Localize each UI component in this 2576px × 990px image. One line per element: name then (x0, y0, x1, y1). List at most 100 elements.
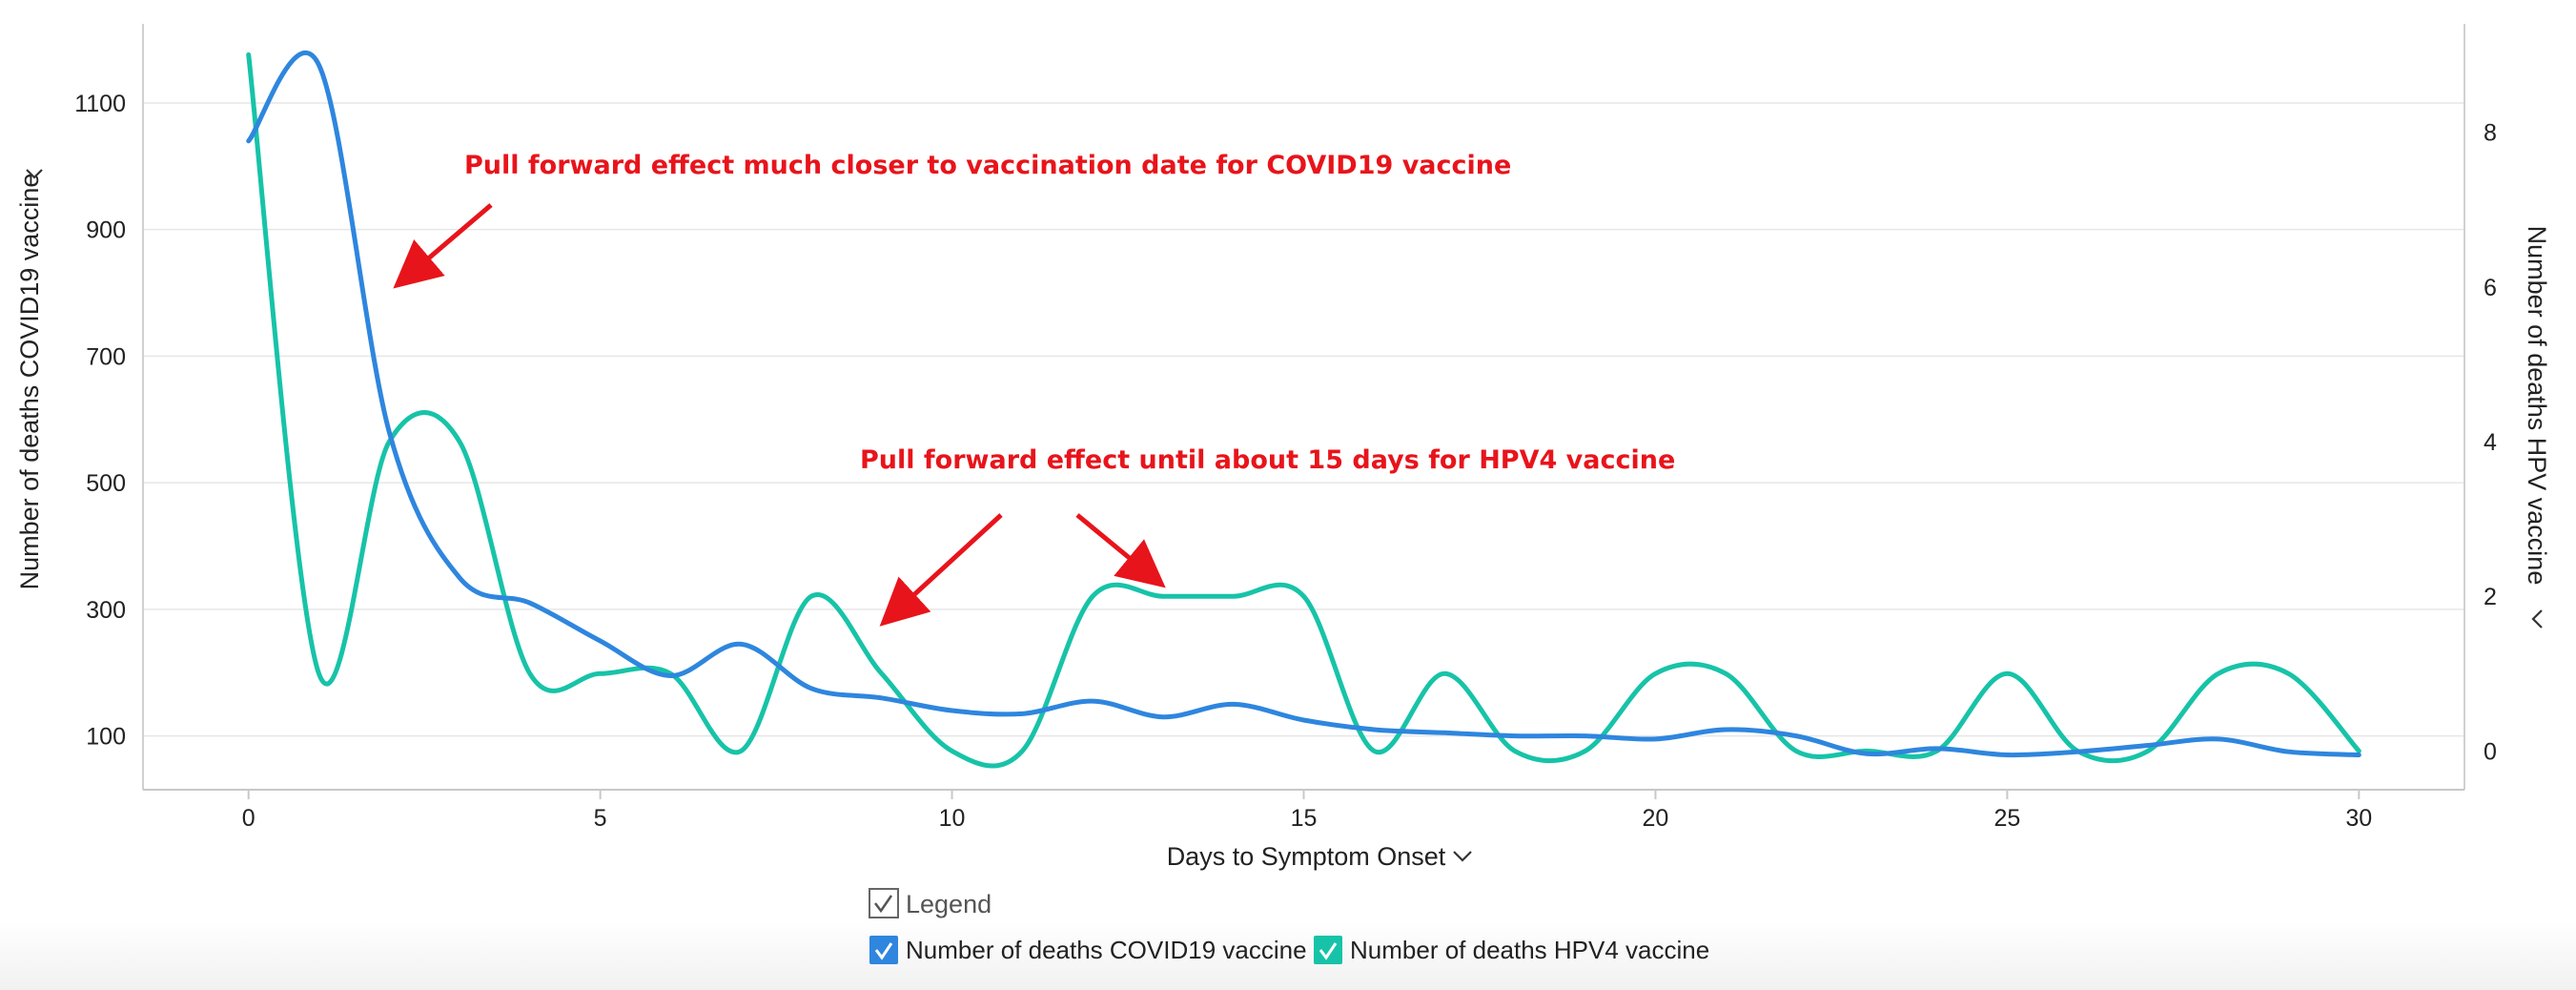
y-right-tick-label: 2 (2484, 584, 2497, 610)
point-covid19[interactable] (1016, 708, 1028, 719)
point-hpv4[interactable] (1157, 590, 1169, 602)
y-left-axis-title: Number of deaths COVID19 vaccine (15, 174, 44, 590)
point-covid19[interactable] (1861, 748, 1872, 759)
point-covid19[interactable] (2142, 740, 2154, 752)
point-hpv4[interactable] (1016, 745, 1028, 756)
y-left-tick-label: 1100 (74, 91, 126, 117)
y-left-tick-label: 900 (86, 217, 126, 244)
point-hpv4[interactable] (454, 436, 465, 447)
point-hpv4[interactable] (595, 668, 606, 679)
point-hpv4[interactable] (1087, 590, 1098, 602)
series-line-covid19[interactable] (246, 51, 2361, 758)
annotation-arrow-hpv-2 (1075, 513, 1166, 588)
annotation-hpv: Pull forward effect until about 15 days … (860, 445, 1675, 475)
point-hpv4[interactable] (2001, 668, 2013, 679)
point-hpv4[interactable] (243, 49, 255, 60)
point-hpv4[interactable] (806, 590, 817, 602)
point-hpv4[interactable] (2213, 668, 2224, 679)
x-tick-label: 0 (242, 805, 256, 832)
legend-covid19-check-icon (874, 942, 893, 960)
point-covid19[interactable] (1932, 743, 1943, 754)
legend: Legend Number of deaths COVID19 vaccine … (869, 888, 1709, 964)
point-hpv4[interactable] (524, 668, 536, 679)
point-hpv4[interactable] (313, 668, 324, 679)
point-hpv4[interactable] (1790, 745, 1802, 756)
point-hpv4[interactable] (2283, 668, 2295, 679)
point-covid19[interactable] (735, 638, 746, 650)
point-hpv4[interactable] (1228, 590, 1239, 602)
point-hpv4[interactable] (1509, 745, 1521, 756)
point-covid19[interactable] (1580, 731, 1591, 742)
legend-checkbox-hpv4[interactable] (1314, 936, 1342, 964)
point-covid19[interactable] (2001, 750, 2013, 761)
x-tick-label: 10 (939, 805, 966, 832)
point-covid19[interactable] (1790, 731, 1802, 742)
point-covid19[interactable] (1298, 714, 1310, 726)
annotation-covid: Pull forward effect much closer to vacci… (464, 151, 1511, 180)
point-covid19[interactable] (876, 692, 888, 704)
axes-layer: 100 300 500 700 900 1100 0 2 4 6 8 0 5 10 15 20 25 30 (74, 24, 2497, 832)
point-covid19[interactable] (2072, 746, 2083, 757)
y-right-tick-label: 4 (2484, 429, 2497, 456)
y-left-tick-label: 700 (86, 343, 126, 370)
point-covid19[interactable] (313, 59, 324, 71)
point-covid19[interactable] (454, 572, 465, 584)
point-covid19[interactable] (1439, 727, 1450, 738)
point-hpv4[interactable] (947, 745, 958, 756)
point-covid19[interactable] (1509, 731, 1521, 742)
point-hpv4[interactable] (1368, 745, 1380, 756)
y-left-tick-label: 500 (86, 470, 126, 497)
point-hpv4[interactable] (1649, 668, 1661, 679)
point-hpv4[interactable] (1720, 668, 1731, 679)
y-right-axis-chevron-icon[interactable] (2531, 609, 2543, 629)
point-covid19[interactable] (1228, 698, 1239, 710)
point-covid19[interactable] (2353, 750, 2364, 761)
point-covid19[interactable] (1649, 733, 1661, 745)
annotation-arrow-hpv-1 (879, 513, 1003, 627)
point-hpv4[interactable] (735, 745, 746, 756)
point-hpv4[interactable] (876, 668, 888, 679)
x-tick-label: 20 (1643, 805, 1669, 832)
x-tick-label: 15 (1291, 805, 1318, 832)
y-right-tick-label: 6 (2484, 275, 2497, 301)
y-left-axis-chevron-icon[interactable] (26, 169, 43, 179)
x-tick-label: 30 (2345, 805, 2372, 832)
series-layer (243, 49, 2364, 769)
point-hpv4[interactable] (1439, 668, 1450, 679)
x-axis-chevron-down-icon[interactable] (1453, 851, 1472, 862)
point-hpv4[interactable] (1580, 745, 1591, 756)
legend-hpv4-check-icon (1319, 942, 1338, 960)
point-hpv4[interactable] (1298, 590, 1310, 602)
x-tick-label: 25 (1993, 805, 2020, 832)
legend-label-hpv4[interactable]: Number of deaths HPV4 vaccine (1350, 936, 1709, 964)
y-right-axis-title: Number of deaths HPV vaccine (2523, 226, 2551, 586)
legend-toggle-checkbox[interactable] (869, 888, 899, 918)
point-covid19[interactable] (383, 426, 395, 438)
series-line-hpv4[interactable] (246, 52, 2361, 769)
y-right-tick-label: 8 (2484, 120, 2497, 147)
point-covid19[interactable] (1087, 695, 1098, 707)
point-covid19[interactable] (806, 683, 817, 694)
point-covid19[interactable] (664, 670, 676, 682)
grid-layer (143, 102, 2464, 737)
annotation-arrow-covid (393, 203, 493, 289)
point-covid19[interactable] (1157, 712, 1169, 723)
y-left-tick-label: 100 (86, 724, 126, 751)
y-right-tick-label: 0 (2484, 738, 2497, 765)
point-covid19[interactable] (595, 635, 606, 647)
x-tick-label: 5 (594, 805, 607, 832)
legend-label-covid19[interactable]: Number of deaths COVID19 vaccine (906, 936, 1307, 964)
point-covid19[interactable] (524, 597, 536, 608)
point-covid19[interactable] (243, 135, 255, 147)
point-covid19[interactable] (1720, 724, 1731, 735)
y-left-tick-label: 300 (86, 597, 126, 624)
point-covid19[interactable] (1368, 724, 1380, 735)
point-covid19[interactable] (2283, 746, 2295, 757)
point-covid19[interactable] (947, 705, 958, 716)
point-covid19[interactable] (2213, 733, 2224, 745)
legend-title: Legend (906, 890, 992, 918)
legend-checkbox-covid19[interactable] (869, 936, 898, 964)
legend-check-icon (874, 895, 893, 914)
